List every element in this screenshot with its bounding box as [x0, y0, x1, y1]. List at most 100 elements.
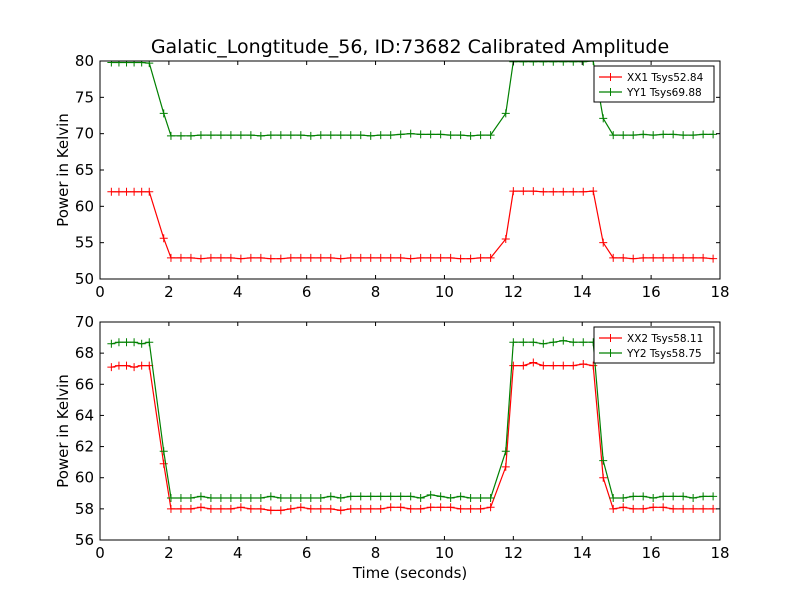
data-point	[689, 504, 698, 513]
data-point	[306, 253, 315, 262]
data-point	[396, 130, 405, 139]
data-point	[266, 506, 275, 515]
data-point	[130, 187, 139, 196]
data-point	[619, 503, 628, 512]
data-point	[559, 336, 568, 345]
data-point	[569, 361, 578, 370]
data-point	[166, 253, 175, 262]
data-point	[589, 187, 598, 196]
data-point	[509, 361, 518, 370]
data-point	[376, 492, 385, 501]
data-point	[159, 447, 168, 456]
data-point	[166, 493, 175, 502]
data-point	[679, 504, 688, 513]
data-point	[416, 130, 425, 139]
data-point	[296, 253, 305, 262]
x-tick-label: 10	[435, 283, 454, 301]
x-tick-label: 14	[573, 544, 592, 562]
data-point	[549, 361, 558, 370]
data-point	[486, 131, 495, 140]
data-point	[446, 503, 455, 512]
data-point	[466, 131, 475, 140]
data-point	[396, 503, 405, 512]
data-point	[539, 339, 548, 348]
data-point	[579, 187, 588, 196]
data-point	[501, 447, 510, 456]
data-point	[539, 361, 548, 370]
y-tick-label: 58	[75, 500, 94, 518]
data-point	[639, 253, 648, 262]
data-point	[669, 492, 678, 501]
data-point	[476, 493, 485, 502]
data-point	[166, 131, 175, 140]
data-point	[406, 504, 415, 513]
data-point	[107, 187, 116, 196]
data-point	[226, 493, 235, 502]
data-point	[579, 338, 588, 347]
data-point	[114, 187, 123, 196]
data-point	[159, 459, 168, 468]
data-point	[226, 131, 235, 140]
x-tick-label: 12	[504, 283, 523, 301]
data-point	[699, 504, 708, 513]
y-tick-label: 55	[75, 234, 94, 252]
data-point	[356, 253, 365, 262]
data-point	[509, 187, 518, 196]
data-point	[196, 131, 205, 140]
data-point	[346, 492, 355, 501]
data-point	[336, 131, 345, 140]
x-tick-label: 10	[435, 544, 454, 562]
data-point	[529, 358, 538, 367]
data-point	[426, 490, 435, 499]
x-tick-label: 16	[642, 283, 661, 301]
data-point	[206, 131, 215, 140]
data-point	[176, 253, 185, 262]
series-line-1	[111, 190, 714, 260]
data-point	[130, 363, 139, 372]
data-point	[336, 254, 345, 263]
data-point	[266, 492, 275, 501]
data-point	[296, 131, 305, 140]
x-tick-label: 4	[233, 283, 243, 301]
data-point	[137, 339, 146, 348]
x-tick-label: 18	[710, 544, 729, 562]
data-point	[326, 131, 335, 140]
data-point	[569, 61, 578, 66]
data-point	[176, 131, 185, 140]
legend-label: YY1 Tsys69.88	[626, 87, 702, 99]
data-point	[236, 254, 245, 263]
data-point	[709, 130, 718, 139]
y-axis-label: Power in Kelvin	[54, 113, 72, 227]
data-point	[246, 131, 255, 140]
data-point	[286, 131, 295, 140]
data-point	[346, 504, 355, 513]
data-point	[456, 504, 465, 513]
data-point	[599, 114, 608, 123]
data-point	[137, 187, 146, 196]
data-point	[236, 493, 245, 502]
data-point	[699, 253, 708, 262]
data-point	[539, 187, 548, 196]
legend-box	[593, 326, 715, 364]
data-point	[426, 253, 435, 262]
y-tick-label: 80	[75, 52, 94, 70]
data-point	[446, 253, 455, 262]
data-point	[609, 504, 618, 513]
data-point	[186, 253, 195, 262]
data-point	[569, 338, 578, 347]
data-point	[196, 254, 205, 263]
data-point	[689, 493, 698, 502]
data-point	[246, 504, 255, 513]
data-point	[236, 503, 245, 512]
data-point	[476, 131, 485, 140]
data-point	[466, 254, 475, 263]
plot-area	[107, 336, 718, 515]
data-point	[176, 504, 185, 513]
data-point	[436, 503, 445, 512]
data-point	[376, 253, 385, 262]
data-point	[629, 131, 638, 140]
legend-label: YY2 Tsys58.75	[626, 348, 702, 360]
data-point	[559, 61, 568, 66]
